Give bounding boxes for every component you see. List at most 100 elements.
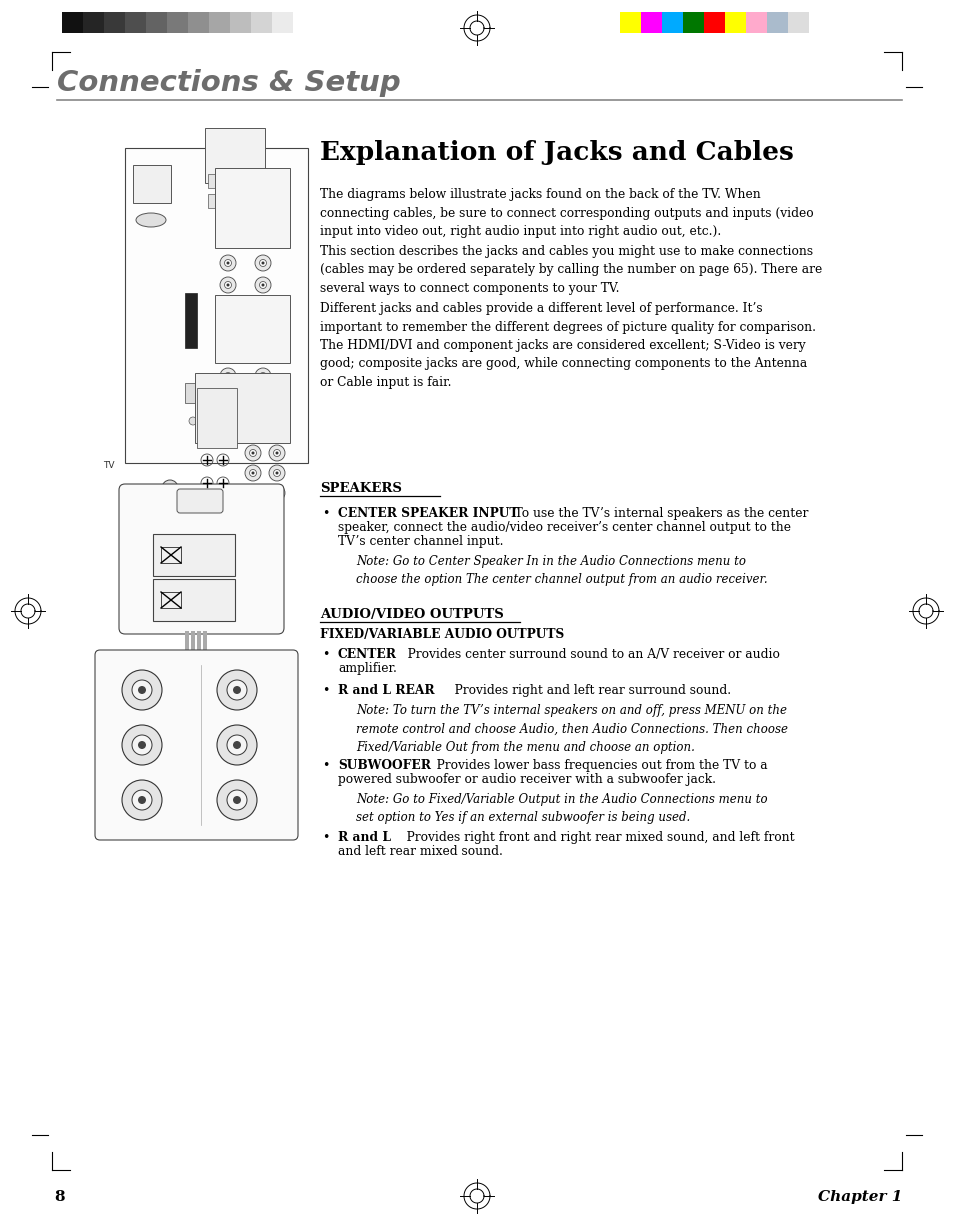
Circle shape <box>261 374 264 378</box>
Circle shape <box>245 485 261 501</box>
Circle shape <box>261 396 264 400</box>
Bar <box>185 587 189 612</box>
Bar <box>209 12 230 33</box>
Text: •: • <box>322 507 329 521</box>
Circle shape <box>252 491 254 495</box>
Circle shape <box>220 299 235 315</box>
Bar <box>196 631 201 657</box>
Bar <box>104 12 125 33</box>
Text: Provides lower bass frequencies out from the TV to a: Provides lower bass frequencies out from… <box>424 759 767 772</box>
Circle shape <box>224 395 232 402</box>
Circle shape <box>226 306 230 308</box>
Circle shape <box>233 796 241 804</box>
Circle shape <box>233 337 246 349</box>
Circle shape <box>122 725 162 765</box>
Circle shape <box>226 374 230 378</box>
Bar <box>745 12 766 33</box>
Circle shape <box>275 451 278 455</box>
Text: and left rear mixed sound.: and left rear mixed sound. <box>337 844 502 858</box>
Text: speaker, connect the audio/video receiver’s center channel output to the: speaker, connect the audio/video receive… <box>337 521 790 534</box>
Circle shape <box>138 796 146 804</box>
Circle shape <box>132 789 152 810</box>
Bar <box>203 631 207 657</box>
Bar <box>230 12 251 33</box>
Bar <box>272 12 293 33</box>
Circle shape <box>233 686 241 694</box>
Circle shape <box>252 472 254 474</box>
Text: 8: 8 <box>54 1190 65 1204</box>
Circle shape <box>254 299 271 315</box>
FancyBboxPatch shape <box>95 650 297 840</box>
Bar <box>682 12 703 33</box>
Circle shape <box>162 480 178 496</box>
Bar <box>146 12 167 33</box>
FancyBboxPatch shape <box>177 489 223 513</box>
Text: This section describes the jacks and cables you might use to make connections
(c: This section describes the jacks and cab… <box>319 244 821 295</box>
Bar <box>194 373 290 444</box>
Circle shape <box>250 490 256 496</box>
Circle shape <box>275 472 278 474</box>
Circle shape <box>220 390 235 406</box>
Circle shape <box>132 679 152 700</box>
Circle shape <box>216 780 256 820</box>
Bar <box>196 587 201 612</box>
Circle shape <box>224 373 232 380</box>
Bar <box>152 534 234 576</box>
Circle shape <box>252 451 254 455</box>
Text: •: • <box>322 648 329 661</box>
Circle shape <box>216 725 256 765</box>
Circle shape <box>254 390 271 406</box>
Text: •: • <box>322 684 329 697</box>
Text: Provides right front and right rear mixed sound, and left front: Provides right front and right rear mixe… <box>395 831 794 844</box>
Circle shape <box>220 277 235 293</box>
Text: TV: TV <box>103 461 114 470</box>
Bar <box>191 631 194 657</box>
Circle shape <box>227 789 247 810</box>
Text: R and L: R and L <box>337 831 391 844</box>
Text: Chapter 1: Chapter 1 <box>817 1190 901 1204</box>
Ellipse shape <box>136 213 166 227</box>
Circle shape <box>245 466 261 481</box>
Circle shape <box>233 741 241 749</box>
Bar <box>161 547 181 563</box>
Circle shape <box>216 670 256 710</box>
Text: Different jacks and cables provide a different level of performance. It’s
import: Different jacks and cables provide a dif… <box>319 302 815 389</box>
Bar <box>154 499 185 518</box>
Bar <box>185 631 189 657</box>
Text: SUBWOOFER: SUBWOOFER <box>337 759 431 772</box>
Circle shape <box>220 411 235 426</box>
Circle shape <box>259 373 266 380</box>
Bar <box>185 293 196 348</box>
Text: Provides center surround sound to an A/V receiver or audio: Provides center surround sound to an A/V… <box>395 648 779 661</box>
Circle shape <box>189 417 196 425</box>
Bar <box>214 167 290 248</box>
Circle shape <box>269 485 285 501</box>
Circle shape <box>224 281 232 288</box>
Bar <box>205 128 265 183</box>
Circle shape <box>132 734 152 755</box>
Circle shape <box>274 469 280 477</box>
Circle shape <box>224 303 232 310</box>
Text: CENTER: CENTER <box>337 648 396 661</box>
Circle shape <box>226 396 230 400</box>
Bar <box>661 12 682 33</box>
Bar <box>132 165 171 203</box>
Bar <box>235 194 257 208</box>
Bar <box>214 295 290 363</box>
Bar <box>191 587 194 612</box>
Circle shape <box>254 277 271 293</box>
Text: FIXED/VARIABLE AUDIO OUTPUTS: FIXED/VARIABLE AUDIO OUTPUTS <box>319 628 563 642</box>
Circle shape <box>245 445 261 461</box>
Bar <box>766 12 787 33</box>
Text: Connections & Setup: Connections & Setup <box>57 68 400 97</box>
Circle shape <box>250 469 256 477</box>
Circle shape <box>227 734 247 755</box>
Bar <box>188 12 209 33</box>
Circle shape <box>167 484 173 491</box>
Bar <box>235 174 257 188</box>
Circle shape <box>227 679 247 700</box>
Circle shape <box>226 417 230 419</box>
Text: To use the TV’s internal speakers as the center: To use the TV’s internal speakers as the… <box>502 507 807 521</box>
Bar <box>640 12 661 33</box>
Circle shape <box>224 259 232 266</box>
